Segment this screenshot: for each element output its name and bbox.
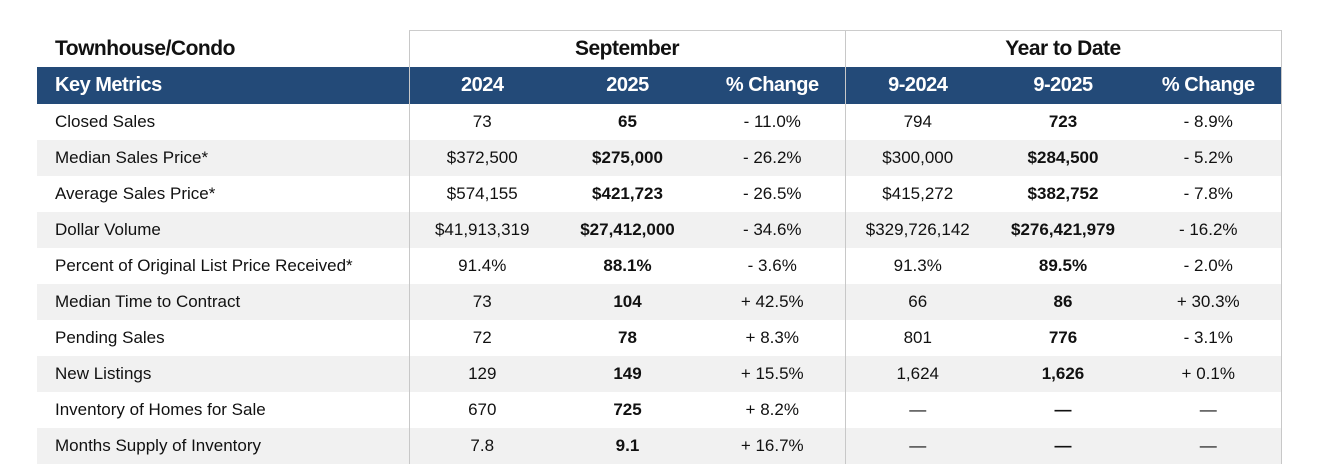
metric-row: New Listings 129 149 + 15.5% 1,624 1,626 + 0.1… [37,356,1282,392]
metric-value: - 11.0% [743,112,801,131]
metric-row: Median Sales Price* $372,500 $275,000- 26.… [37,140,1282,176]
metric-name: Dollar Volume [37,212,409,248]
metric-value: $300,000 [844,140,990,176]
metric-name: Average Sales Price* [55,184,216,203]
metric-value: + 42.5% [700,284,845,320]
metric-value: 88.1% [603,256,652,275]
column-header: Key Metrics [37,67,409,104]
metric-value: $415,272 [844,176,990,212]
metric-value: $284,500 [990,140,1136,176]
metric-value: 9.1 [555,428,700,464]
metric-row: Average Sales Price* $574,155 $421,723 - 26… [37,176,1282,212]
metric-row: Percent of Original List Price Received*… [37,248,1282,284]
metric-value: — [990,428,1136,464]
group-row: Townhouse/Condo September Year to Date [37,30,1282,67]
metric-value: - 16.2% [1136,212,1282,248]
metric-value: 149 [555,356,700,392]
metric-value: — [844,428,990,464]
column-header: 9-2025 [990,67,1136,104]
metric-value: - 5.2% [1136,140,1282,176]
metric-value: 91.4% [408,248,555,284]
metric-value: 1,626 [990,356,1136,392]
metric-value: 91.3% [844,248,990,284]
metric-name: Median Sales Price* [37,140,409,176]
metric-name: Median Time to Contract [37,284,409,320]
metric-value: 670 [408,392,555,428]
metric-value: $574,155 [408,176,555,212]
metric-value: — [1136,428,1282,464]
metric-value: - 34.6% [700,212,845,248]
metric-value: + 8.2% [745,400,799,419]
metric-value: - 26.5% [742,184,802,203]
metric-value: — [844,392,990,428]
metric-value: - 2.0% [1136,248,1282,284]
metric-row: Closed Sales 73 65 - 11.0% 794 723 - 8.9% [37,104,1282,140]
metric-name: Percent of Original List Price Received* [55,256,353,275]
group-label: September [408,30,845,67]
metric-value: 801 [844,320,990,356]
metric-name: Inventory of Homes for Sale [55,400,266,419]
metric-name: Pending Sales [55,328,165,347]
column-header: 9-2024 [844,67,990,104]
metric-value: $421,723 [592,184,663,203]
header-row: Key Metrics 2024 2025% Change 9-2024 9-2025%… [37,67,1282,104]
metric-value: $372,500 [408,140,555,176]
metric-value: $275,000 [555,140,700,176]
metric-value: 73 [408,284,555,320]
column-header: 2024 [408,67,555,104]
metric-value: $41,913,319 [408,212,555,248]
metric-value: + 30.3% [1136,284,1282,320]
metric-value: 7.8 [408,428,555,464]
metric-value: 1,624 [844,356,990,392]
metric-value: 86 [990,284,1136,320]
metrics-table: Townhouse/Condo September Year to Date K… [37,30,1282,464]
metric-value: 794 [844,104,990,140]
metric-value: $27,412,000 [555,212,700,248]
metric-value: - 3.1% [1136,320,1282,356]
metric-value: 73 [408,104,555,140]
column-header: 2025 [555,67,700,104]
metric-name: Months Supply of Inventory [37,428,409,464]
metric-row: Pending Sales 72 78 + 8.3% 801 776 - 3.1% [37,320,1282,356]
metric-value: + 8.3% [745,328,799,347]
metric-value: 725 [613,400,642,419]
metric-value: - 26.2% [700,140,845,176]
metric-value: - 3.6% [747,256,797,275]
metric-value: 78 [618,328,637,347]
metric-value: 66 [844,284,990,320]
metric-value: + 15.5% [700,356,845,392]
metric-row: Months Supply of Inventory 7.8 9.1 + 16.7% —… [37,428,1282,464]
metric-value: + 16.7% [700,428,845,464]
metric-value: $276,421,979 [990,212,1136,248]
metric-name: New Listings [37,356,409,392]
metric-name: Closed Sales [55,112,156,131]
metric-value: $382,752 [1027,184,1099,203]
metric-value: + 0.1% [1136,356,1282,392]
metric-value: $329,726,142 [844,212,990,248]
metric-row: Inventory of Homes for Sale 670 725 + 8.2% —… [37,392,1282,428]
metric-value: 723 [1048,112,1078,131]
column-header: % Change [700,67,845,104]
metric-value: — [1136,392,1282,428]
metric-row: Dollar Volume $41,913,319 $27,412,000- 34.… [37,212,1282,248]
group-label: Year to Date [844,30,1282,67]
metric-value: 129 [408,356,555,392]
table-title: Townhouse/Condo [55,36,235,60]
metric-value: 72 [408,320,555,356]
metric-value: 65 [618,112,637,131]
metric-row: Median Time to Contract 73 104 + 42.5% 66 86 +… [37,284,1282,320]
metric-value: - 8.9% [1136,104,1282,140]
metric-value: 104 [555,284,700,320]
column-header: % Change [1136,67,1282,104]
metric-value: 89.5% [1038,256,1088,275]
table-body: Townhouse/Condo September Year to Date K… [37,30,1282,464]
metric-value: 776 [1048,328,1078,347]
metric-value: - 7.8% [1136,176,1282,212]
metric-value: — [1054,400,1072,419]
